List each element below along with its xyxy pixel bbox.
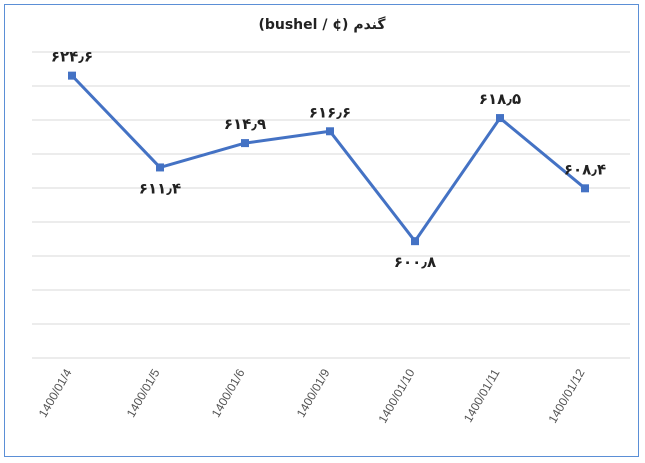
gridlines <box>32 51 630 359</box>
data-label: ۶۱۶٫۶ <box>309 103 351 121</box>
x-tick-label: 1400/01/4 <box>36 366 75 420</box>
data-point <box>326 127 334 136</box>
data-point <box>68 71 76 80</box>
data-point <box>411 237 419 246</box>
plot-area: ۶۲۴٫۶ ۶۱۱٫۴ ۶۱۴٫۹ ۶۱۶٫۶ ۶۰۰٫۸ ۶۱۸٫۵ ۶۰۸٫۴ <box>51 48 606 272</box>
data-point <box>581 184 589 193</box>
x-tick-label: 1400/01/6 <box>209 366 248 420</box>
data-label: ۶۲۴٫۶ <box>51 48 93 66</box>
x-tick-label: 1400/01/5 <box>124 366 163 420</box>
data-point <box>156 163 164 172</box>
data-label: ۶۱۱٫۴ <box>139 179 181 197</box>
data-label: ۶۰۸٫۴ <box>564 160 606 178</box>
x-axis: 1400/01/4 1400/01/5 1400/01/6 1400/01/9 1400… <box>36 366 588 425</box>
x-tick-label: 1400/01/10 <box>375 366 417 425</box>
data-point <box>241 139 249 148</box>
x-tick-label: 1400/01/11 <box>461 366 503 425</box>
data-label: ۶۰۰٫۸ <box>394 253 436 271</box>
x-tick-label: 1400/01/12 <box>545 366 587 425</box>
data-label: ۶۱۸٫۵ <box>479 90 521 108</box>
data-point <box>496 114 504 123</box>
chart-title: گندم (¢ / bushel) <box>258 16 386 33</box>
chart-frame <box>4 4 639 457</box>
x-tick-label: 1400/01/9 <box>294 366 333 420</box>
data-label: ۶۱۴٫۹ <box>224 115 266 133</box>
